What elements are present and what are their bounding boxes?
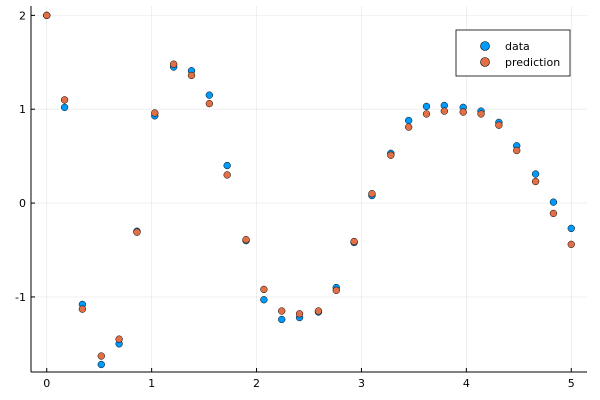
tick-labels: 0 1 2 3 4 5 -1 0 1 2 (15, 9, 575, 390)
point-prediction (43, 11, 51, 20)
series-prediction-points (43, 11, 575, 360)
point-prediction (78, 305, 87, 313)
point-data (405, 116, 413, 125)
point-prediction (205, 99, 213, 108)
legend: data prediction (455, 29, 571, 77)
point-data (205, 91, 213, 99)
y-tick-label: -1 (15, 291, 26, 304)
point-prediction (422, 110, 431, 118)
point-prediction (151, 109, 159, 117)
point-prediction (260, 285, 268, 294)
point-prediction (97, 352, 105, 360)
point-data (531, 170, 540, 178)
point-data (223, 161, 231, 170)
point-prediction (531, 177, 540, 186)
point-data (97, 360, 105, 369)
point-prediction (477, 110, 485, 118)
point-prediction (295, 310, 304, 318)
point-prediction (387, 151, 395, 159)
point-prediction (223, 171, 231, 179)
point-data (60, 103, 69, 112)
point-data (278, 315, 286, 324)
x-tick-label: 1 (148, 377, 155, 390)
y-tick-label: 1 (19, 103, 26, 116)
point-data (260, 296, 268, 304)
x-tick-label: 0 (43, 377, 50, 390)
legend-marker-data (480, 41, 490, 51)
point-prediction (332, 286, 340, 295)
point-data (549, 198, 558, 206)
point-prediction (278, 307, 286, 315)
legend-box (455, 29, 571, 77)
x-tick-label: 3 (358, 377, 365, 390)
x-tick-label: 4 (463, 377, 470, 390)
y-tick-label: 0 (19, 197, 26, 210)
legend-marker-prediction (480, 57, 490, 67)
point-prediction (405, 123, 413, 131)
point-prediction (513, 146, 521, 155)
point-prediction (170, 60, 178, 68)
point-prediction (60, 96, 69, 104)
point-prediction (459, 108, 467, 116)
y-tick-label: 2 (19, 9, 26, 22)
point-prediction (242, 236, 250, 244)
point-data (422, 102, 431, 111)
data-points (43, 11, 575, 369)
point-prediction (368, 190, 376, 198)
x-tick-label: 2 (253, 377, 260, 390)
grid-lines (31, 6, 587, 372)
x-tick-label: 5 (568, 377, 575, 390)
point-prediction (350, 237, 358, 246)
point-prediction (440, 107, 448, 115)
point-prediction (495, 121, 503, 129)
axes (30, 6, 587, 373)
legend-label-data: data (505, 40, 530, 53)
point-prediction (187, 71, 196, 80)
point-prediction (567, 240, 575, 249)
point-prediction (115, 335, 123, 343)
legend-label-prediction: prediction (505, 56, 560, 69)
point-data (567, 224, 575, 233)
point-prediction (133, 228, 141, 236)
point-prediction (314, 307, 323, 315)
point-prediction (549, 209, 558, 218)
